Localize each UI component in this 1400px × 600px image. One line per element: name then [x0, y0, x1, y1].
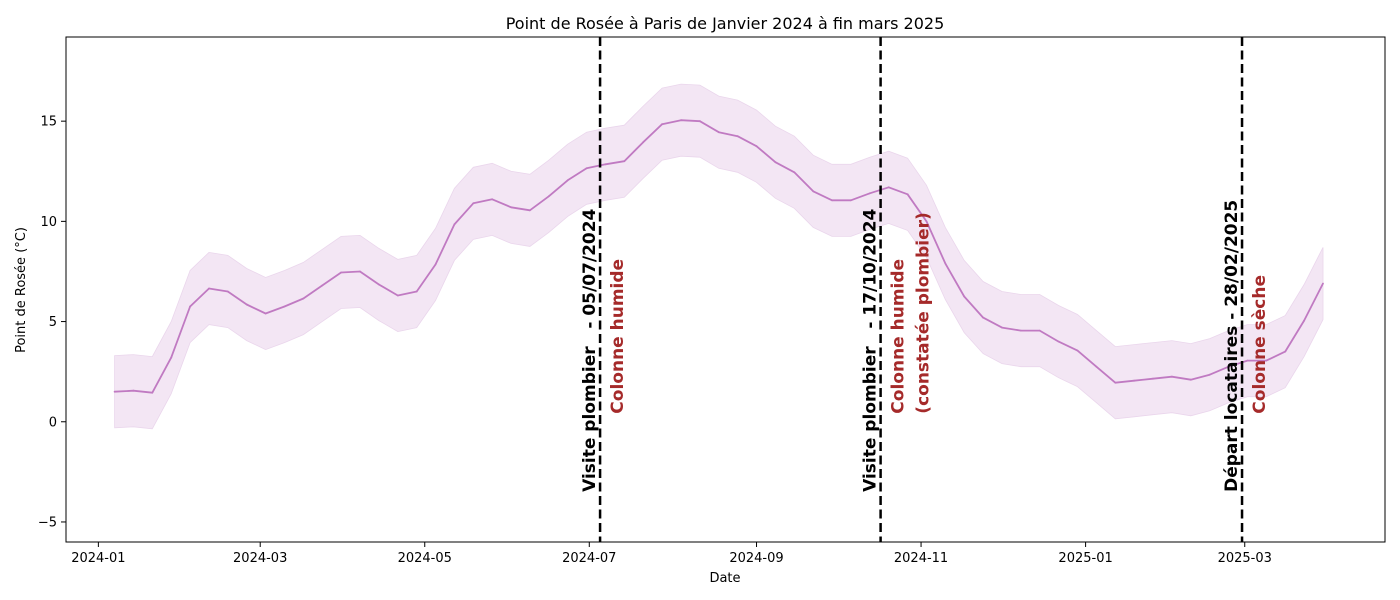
event-note: Colonne humide [608, 259, 628, 414]
event-label: Visite plombier - 17/10/2024 [861, 208, 881, 491]
data-point [699, 120, 701, 123]
data-point [585, 167, 588, 170]
y-tick-label: 15 [40, 115, 57, 130]
data-point [812, 190, 815, 193]
x-tick-label: 2024-09 [729, 551, 783, 566]
data-point [510, 206, 512, 209]
data-point [1189, 378, 1192, 381]
data-point [378, 283, 380, 286]
data-point [132, 389, 135, 392]
data-point [717, 131, 720, 134]
data-point [1171, 375, 1173, 378]
data-point [623, 160, 626, 163]
data-point [831, 199, 833, 202]
data-point [793, 171, 796, 174]
data-point [283, 305, 286, 308]
event-label: Visite plombier - 05/07/2024 [580, 208, 600, 491]
y-tick-label: 10 [40, 215, 57, 230]
x-tick-label: 2024-07 [562, 551, 616, 566]
data-point [396, 294, 399, 297]
data-point [963, 295, 966, 298]
y-tick-label: 5 [49, 315, 57, 330]
data-point [491, 198, 494, 201]
data-point [529, 209, 531, 212]
data-point [680, 119, 682, 122]
data-point [208, 287, 210, 290]
data-point [868, 192, 871, 195]
data-point [642, 141, 645, 144]
data-point [472, 202, 475, 205]
data-point [434, 263, 437, 266]
data-point [1208, 373, 1211, 376]
data-point [1001, 326, 1003, 329]
data-point [245, 303, 248, 306]
data-point [415, 290, 418, 293]
event-note: Colonne sèche [1250, 275, 1270, 414]
axes: −5 0 5 10 15 2024-01 2024-03 2024-05 2024-07 2024… [38, 36, 1386, 566]
event-note: (constatée plombier) [914, 212, 934, 414]
y-tick-label: 0 [49, 415, 57, 430]
data-point [113, 390, 116, 393]
data-point [189, 305, 192, 308]
data-point [1152, 377, 1154, 380]
y-tick-label: −5 [38, 515, 57, 530]
x-tick-label: 2024-01 [71, 551, 125, 566]
data-point [1057, 340, 1060, 343]
data-point [547, 195, 550, 198]
data-point [1284, 350, 1287, 353]
data-point [340, 271, 342, 274]
data-point [1227, 365, 1230, 368]
confidence-band [114, 83, 1324, 430]
data-point [453, 223, 456, 226]
y-axis-label: Point de Rosée (°C) [14, 227, 29, 353]
data-point [151, 391, 154, 394]
data-point [736, 135, 739, 138]
data-point [1038, 329, 1041, 332]
x-tick-label: 2024-11 [894, 551, 948, 566]
x-axis-label: Date [709, 571, 740, 586]
data-point [925, 220, 928, 223]
data-point [1076, 349, 1079, 352]
data-point [1322, 282, 1324, 285]
data-point [944, 262, 947, 265]
data-point [1246, 359, 1249, 362]
data-point [302, 297, 305, 300]
x-tick-label: 2025-03 [1218, 551, 1272, 566]
event-annotations: Visite plombier - 05/07/2024 Colonne humi… [580, 37, 1270, 542]
chart-title: Point de Rosée à Paris de Janvier 2024 à… [506, 14, 945, 33]
data-point [264, 312, 267, 315]
data-point [604, 163, 607, 166]
event-label: Départ locataires - 28/02/2025 [1222, 200, 1242, 492]
data-point [755, 145, 758, 148]
data-point [226, 290, 229, 293]
data-point [906, 193, 909, 196]
data-point [566, 179, 569, 182]
data-point [774, 161, 777, 164]
data-point [982, 316, 984, 319]
event-note: Colonne humide [889, 259, 909, 414]
data-point [1303, 319, 1305, 322]
data-point [1020, 329, 1022, 332]
x-tick-label: 2024-03 [233, 551, 287, 566]
data-point [1114, 381, 1117, 384]
data-point [1095, 365, 1098, 368]
data-point [359, 270, 361, 273]
data-point [850, 199, 852, 202]
data-point [170, 356, 173, 359]
data-point [321, 284, 324, 287]
plot-area [113, 83, 1324, 430]
x-tick-label: 2025-01 [1058, 551, 1112, 566]
data-point [1265, 359, 1268, 362]
data-point [661, 123, 663, 126]
data-point [887, 186, 890, 189]
plot-frame [65, 36, 1386, 543]
x-tick-label: 2024-05 [398, 551, 452, 566]
data-point [1133, 379, 1135, 382]
